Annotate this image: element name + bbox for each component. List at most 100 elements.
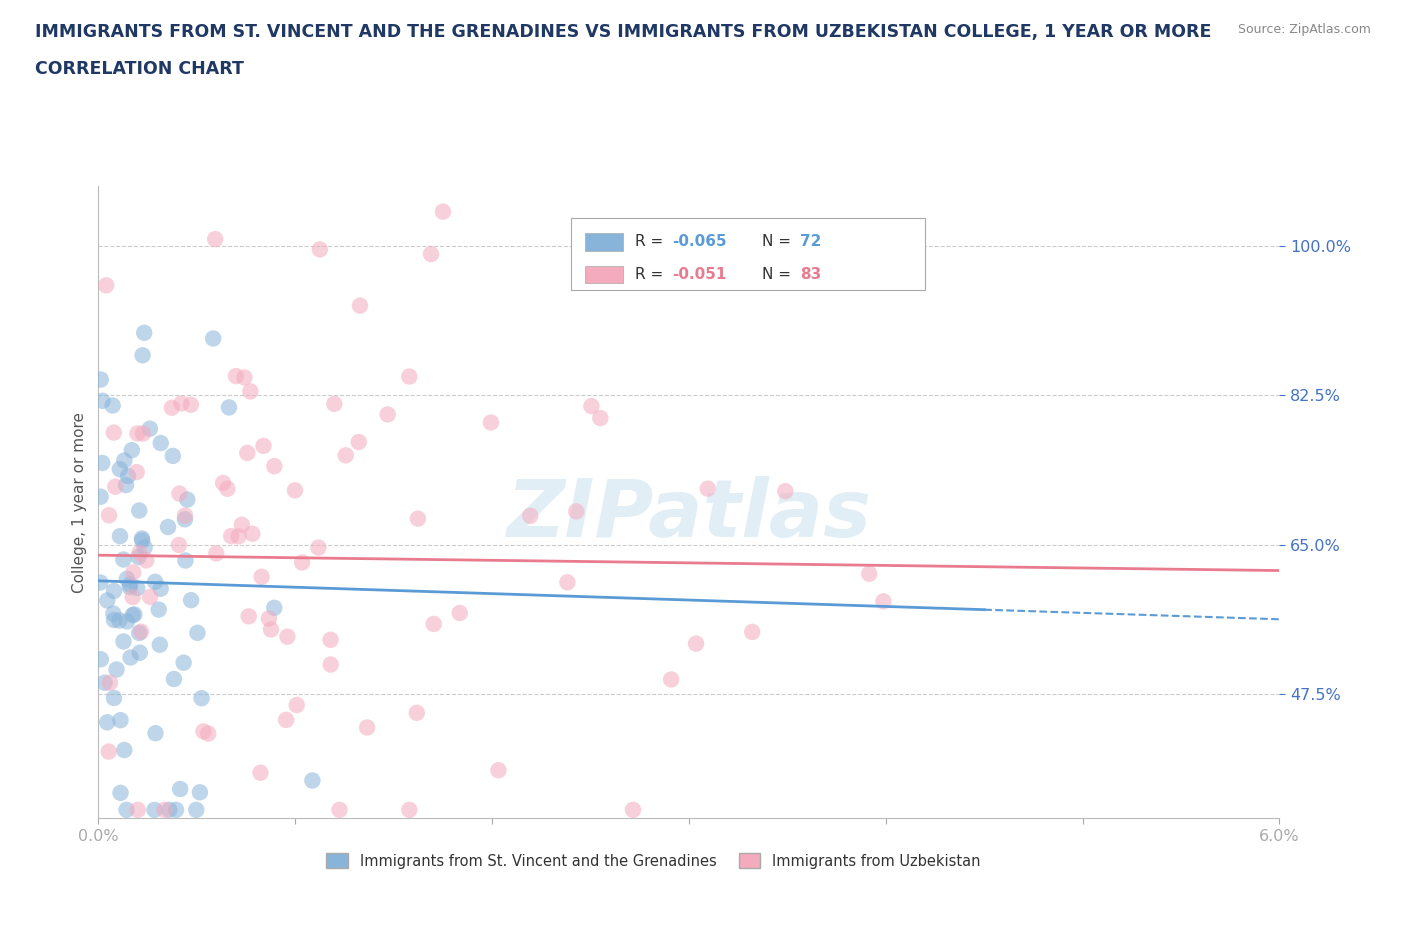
Point (174, 512, 197, 526)
Text: R =: R = (634, 267, 668, 282)
Point (98, 508, 121, 523)
Point (519, 509, 541, 524)
Point (131, 533, 153, 548)
Point (115, 571, 138, 586)
Point (741, 625, 763, 640)
Point (775, 484, 797, 498)
Text: N =: N = (762, 267, 796, 282)
Point (218, 400, 240, 415)
Text: ZIPatlas: ZIPatlas (506, 476, 872, 554)
Point (449, 605, 471, 620)
Point (149, 637, 172, 652)
Point (127, 426, 149, 441)
Point (188, 785, 211, 800)
Point (398, 369, 420, 384)
Bar (571, 218, 925, 290)
Point (319, 632, 342, 647)
Point (131, 348, 153, 363)
Point (108, 529, 131, 544)
Point (115, 478, 138, 493)
Point (347, 434, 370, 449)
Point (157, 803, 180, 817)
Point (96, 593, 118, 608)
Point (108, 461, 131, 476)
Point (91, 456, 114, 471)
Point (186, 625, 208, 640)
Point (105, 662, 128, 677)
Point (103, 583, 125, 598)
Point (406, 512, 429, 526)
Point (263, 601, 285, 616)
Point (108, 613, 131, 628)
Point (110, 786, 132, 801)
Point (581, 399, 603, 414)
Point (124, 607, 146, 622)
Point (90, 489, 112, 504)
Point (149, 435, 172, 450)
Point (91, 393, 114, 408)
Text: 72: 72 (800, 234, 821, 249)
Point (132, 426, 155, 441)
Text: IMMIGRANTS FROM ST. VINCENT AND THE GRENADINES VS IMMIGRANTS FROM UZBEKISTAN COL: IMMIGRANTS FROM ST. VINCENT AND THE GREN… (35, 23, 1212, 41)
Point (219, 528, 242, 543)
Point (103, 613, 125, 628)
Point (307, 540, 329, 555)
Point (186, 803, 208, 817)
Point (301, 773, 323, 788)
Point (323, 396, 346, 411)
Point (118, 579, 141, 594)
Point (349, 299, 371, 313)
Point (169, 781, 191, 796)
Point (127, 803, 149, 817)
Bar (585, 266, 623, 284)
Point (291, 555, 314, 570)
Text: R =: R = (634, 234, 668, 249)
Text: -0.065: -0.065 (672, 234, 727, 249)
Point (127, 580, 149, 595)
Point (165, 803, 187, 817)
Point (122, 565, 145, 580)
Point (356, 720, 378, 735)
Point (231, 517, 253, 532)
Point (128, 550, 150, 565)
Point (115, 614, 138, 629)
Point (205, 546, 228, 561)
Point (328, 803, 350, 817)
Point (121, 443, 143, 458)
Point (162, 448, 184, 463)
Point (163, 671, 186, 686)
Point (659, 672, 682, 687)
Point (174, 508, 197, 523)
Point (96, 278, 118, 293)
Point (276, 630, 298, 644)
Point (167, 538, 190, 552)
Point (110, 712, 132, 727)
Point (249, 765, 271, 780)
Point (263, 458, 285, 473)
Point (180, 592, 202, 607)
Point (121, 590, 143, 604)
Point (149, 581, 172, 596)
Point (398, 803, 420, 817)
Point (696, 481, 718, 496)
Point (242, 526, 264, 541)
Point (96, 715, 118, 730)
Point (276, 712, 298, 727)
Point (212, 475, 235, 490)
Point (143, 803, 166, 817)
Point (134, 326, 156, 340)
Point (160, 400, 183, 415)
Point (121, 607, 143, 622)
Point (319, 658, 342, 672)
Point (260, 622, 283, 637)
Point (422, 617, 444, 631)
Point (129, 624, 152, 639)
Point (89, 575, 111, 590)
Point (285, 698, 308, 712)
Point (176, 492, 198, 507)
Point (101, 398, 124, 413)
Point (112, 742, 135, 757)
Point (128, 626, 150, 641)
Text: Source: ZipAtlas.com: Source: ZipAtlas.com (1237, 23, 1371, 36)
Point (117, 469, 139, 484)
